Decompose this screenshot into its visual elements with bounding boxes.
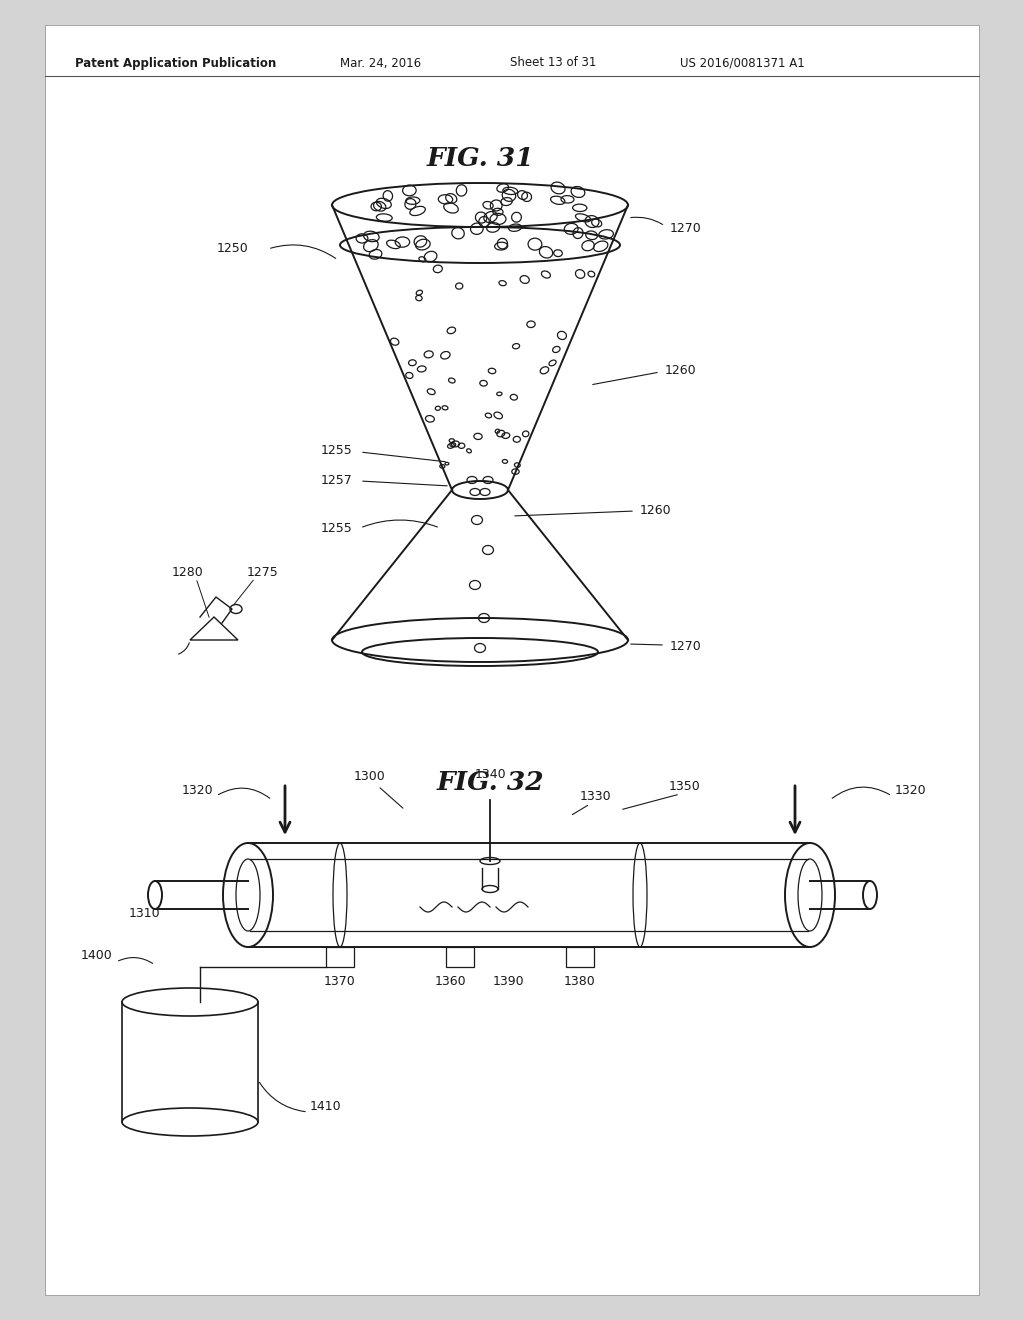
Text: 1280: 1280 xyxy=(172,565,204,578)
Text: 1330: 1330 xyxy=(580,789,610,803)
Text: FIG. 32: FIG. 32 xyxy=(436,770,544,795)
Text: 1260: 1260 xyxy=(640,503,672,516)
Text: 1310: 1310 xyxy=(128,907,160,920)
Text: 1380: 1380 xyxy=(564,975,596,987)
Text: 1250: 1250 xyxy=(216,242,248,255)
Text: 1255: 1255 xyxy=(321,521,352,535)
Text: 1270: 1270 xyxy=(670,639,701,652)
Bar xyxy=(446,946,474,968)
Ellipse shape xyxy=(480,858,500,865)
Text: US 2016/0081371 A1: US 2016/0081371 A1 xyxy=(680,57,805,70)
Text: Sheet 13 of 31: Sheet 13 of 31 xyxy=(510,57,596,70)
Text: 1400: 1400 xyxy=(80,949,112,962)
Text: 1390: 1390 xyxy=(493,975,524,987)
Text: 1275: 1275 xyxy=(247,565,279,578)
Bar xyxy=(326,946,354,968)
Text: 1255: 1255 xyxy=(321,444,352,457)
Text: 1320: 1320 xyxy=(181,784,213,797)
FancyBboxPatch shape xyxy=(45,25,979,1295)
Text: FIG. 31: FIG. 31 xyxy=(426,145,534,170)
Text: 1270: 1270 xyxy=(670,222,701,235)
Text: 1320: 1320 xyxy=(895,784,927,797)
Bar xyxy=(566,946,594,968)
Text: 1370: 1370 xyxy=(325,975,356,987)
Text: 1410: 1410 xyxy=(310,1100,342,1113)
Text: 1350: 1350 xyxy=(669,780,700,793)
Text: 1340: 1340 xyxy=(474,768,506,781)
Text: 1257: 1257 xyxy=(321,474,352,487)
Text: 1360: 1360 xyxy=(434,975,466,987)
Text: Mar. 24, 2016: Mar. 24, 2016 xyxy=(340,57,421,70)
Text: 1260: 1260 xyxy=(665,363,696,376)
Text: Patent Application Publication: Patent Application Publication xyxy=(75,57,276,70)
Text: 1300: 1300 xyxy=(354,770,386,783)
